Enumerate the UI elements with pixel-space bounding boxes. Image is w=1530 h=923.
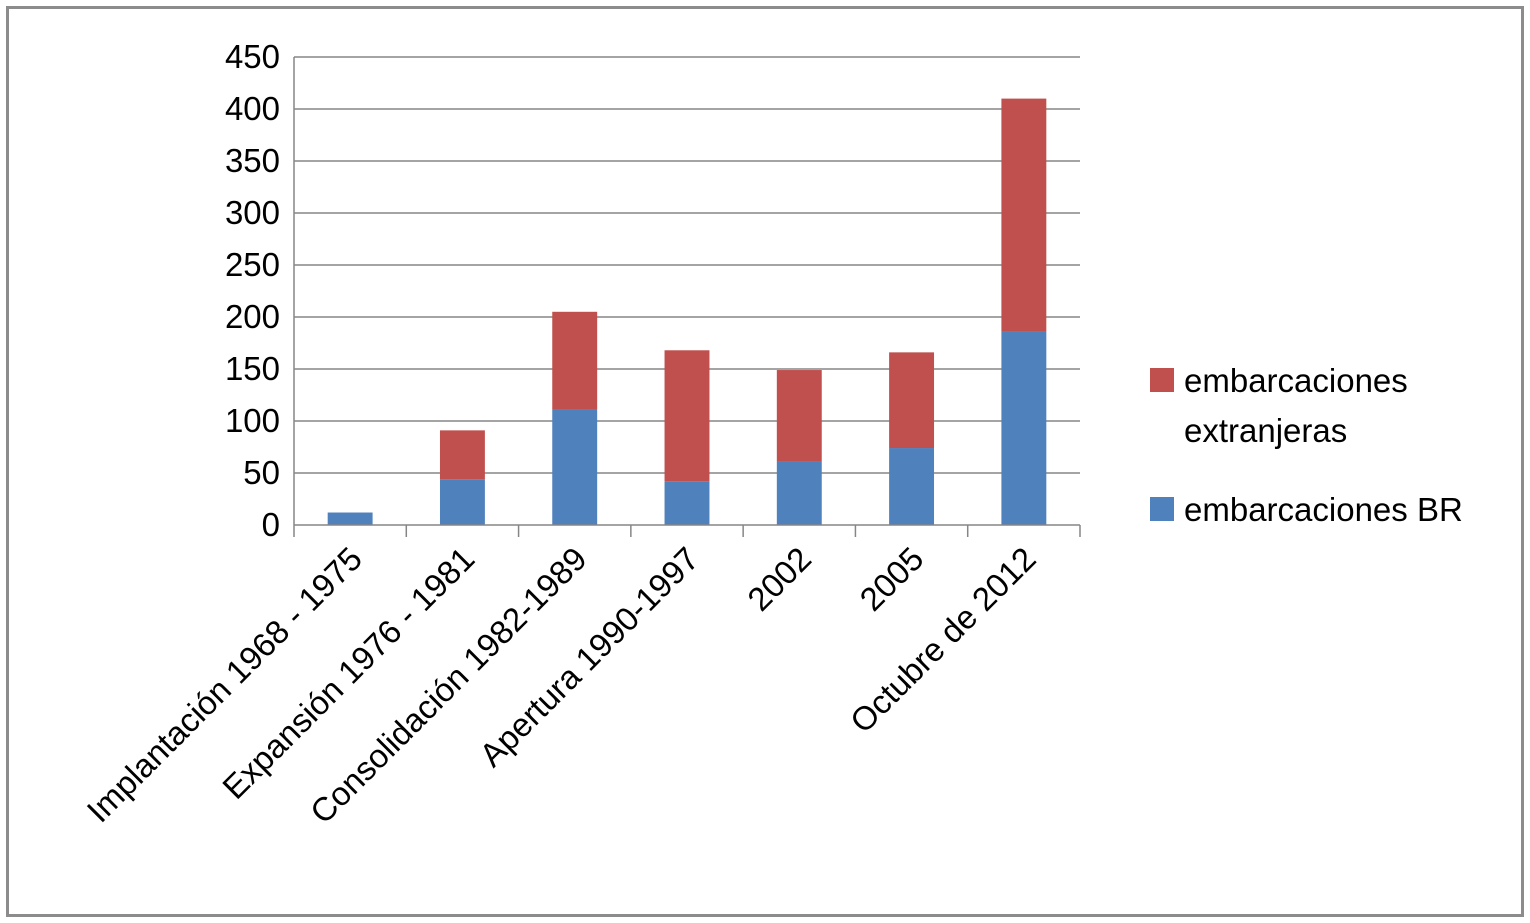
y-tick-label: 350 xyxy=(225,142,280,179)
bar-extranjeras-5 xyxy=(889,352,935,449)
legend: embarcaciones extranjeras embarcaciones BR xyxy=(1150,362,1463,528)
bar-br-3 xyxy=(664,481,710,525)
y-tick-label: 200 xyxy=(225,298,280,335)
bar-br-0 xyxy=(327,512,373,525)
y-tick-label: 150 xyxy=(225,350,280,387)
y-tick-label: 50 xyxy=(243,454,280,491)
y-tick-label: 400 xyxy=(225,90,280,127)
chart-frame xyxy=(6,6,1524,917)
y-tick-label: 250 xyxy=(225,246,280,283)
y-tick-labels: 0 50 100 150 200 250 300 350 400 450 xyxy=(225,38,280,543)
legend-swatch xyxy=(1150,497,1174,521)
x-tick-label: 2005 xyxy=(852,540,930,618)
bar-extranjeras-6 xyxy=(1001,98,1047,332)
bar-extranjeras-2 xyxy=(552,311,598,410)
bar-extranjeras-3 xyxy=(664,350,710,482)
x-tick-label: 2002 xyxy=(740,540,818,618)
gridlines xyxy=(294,56,1080,474)
legend-label: embarcaciones BR xyxy=(1184,491,1463,528)
x-tick-label: Octubre de 2012 xyxy=(843,540,1043,740)
legend-label: embarcaciones xyxy=(1184,362,1408,399)
bar-extranjeras-4 xyxy=(776,370,822,462)
legend-label: extranjeras xyxy=(1184,412,1347,449)
bar-br-5 xyxy=(889,448,935,525)
y-tick-label: 0 xyxy=(262,506,280,543)
y-tick-label: 100 xyxy=(225,402,280,439)
y-tick-label: 300 xyxy=(225,194,280,231)
bar-br-4 xyxy=(776,461,822,525)
bar-extranjeras-1 xyxy=(439,430,485,480)
bar-br-2 xyxy=(552,409,598,525)
axes xyxy=(293,57,1081,537)
bar-br-1 xyxy=(439,479,485,525)
x-tick-label: Apertura 1990-1997 xyxy=(472,540,706,774)
bars xyxy=(327,98,1047,525)
legend-swatch xyxy=(1150,368,1174,392)
bar-br-6 xyxy=(1001,331,1047,525)
y-tick-label: 450 xyxy=(225,38,280,75)
